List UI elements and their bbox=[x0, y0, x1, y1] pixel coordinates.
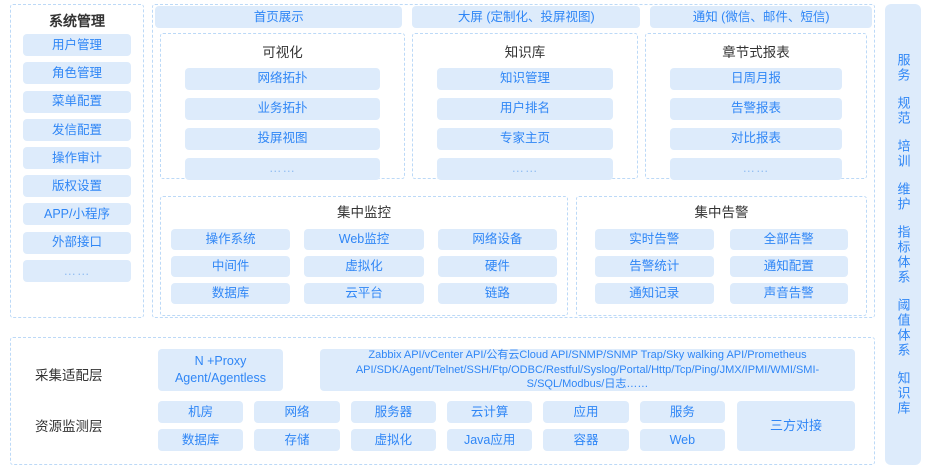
resource-item-virtualization[interactable]: 虚拟化 bbox=[350, 429, 436, 451]
monitoring-item-network-devices[interactable]: 网络设备 bbox=[437, 228, 557, 250]
panel-centralized-monitoring: 集中监控 操作系统 Web监控 网络设备 中间件 虚拟化 硬件 数据库 云平台 … bbox=[160, 196, 568, 316]
monitoring-item-hardware[interactable]: 硬件 bbox=[437, 255, 557, 277]
panel-knowledge-base-item-more[interactable]: …… bbox=[437, 157, 613, 180]
resource-item-cloud-computing[interactable]: 云计算 bbox=[447, 401, 533, 423]
sidebar-item-copyright-settings[interactable]: 版权设置 bbox=[23, 175, 131, 198]
sidebar-item-operation-audit[interactable]: 操作审计 bbox=[23, 146, 131, 169]
panel-knowledge-base: 知识库 知识管理 用户排名 专家主页 …… bbox=[412, 33, 638, 180]
panel-chapter-reports-item-more[interactable]: …… bbox=[670, 157, 842, 180]
monitoring-item-link[interactable]: 链路 bbox=[437, 282, 557, 304]
collect-layer-proxy-line1: N +Proxy bbox=[194, 354, 247, 369]
panel-knowledge-base-item-user-ranking[interactable]: 用户排名 bbox=[437, 97, 613, 120]
panel-chapter-reports-item-daily-weekly-monthly[interactable]: 日周月报 bbox=[670, 67, 842, 90]
panel-visualization-item-business-topology[interactable]: 业务拓扑 bbox=[185, 97, 380, 120]
resource-item-web[interactable]: Web bbox=[639, 429, 725, 451]
monitoring-item-operating-system[interactable]: 操作系统 bbox=[171, 228, 291, 250]
collect-layer-proxy-line2: Agent/Agentless bbox=[174, 371, 267, 385]
monitoring-item-grid: 操作系统 Web监控 网络设备 中间件 虚拟化 硬件 数据库 云平台 链路 bbox=[171, 228, 557, 304]
resource-item-data-center[interactable]: 机房 bbox=[158, 401, 244, 423]
top-navigation-row: 首页展示 大屏 (定制化、投屏视图) 通知 (微信、邮件、短信) bbox=[155, 6, 872, 28]
resource-item-storage[interactable]: 存储 bbox=[254, 429, 340, 451]
panel-chapter-reports: 章节式报表 日周月报 告警报表 对比报表 …… bbox=[645, 33, 867, 180]
monitoring-item-virtualization[interactable]: 虚拟化 bbox=[304, 255, 424, 277]
bottom-section-container bbox=[10, 337, 875, 465]
panel-knowledge-base-title: 知识库 bbox=[504, 45, 546, 60]
resource-item-application[interactable]: 应用 bbox=[543, 401, 629, 423]
collect-layer-protocol-list[interactable]: Zabbix API/vCenter API/公有云Cloud API/SNMP… bbox=[320, 349, 855, 391]
alarm-item-grid: 实时告警 全部告警 告警统计 通知配置 通知记录 声音告警 bbox=[595, 228, 848, 304]
monitoring-item-web-monitoring[interactable]: Web监控 bbox=[304, 228, 424, 250]
nav-item-big-screen[interactable]: 大屏 (定制化、投屏视图) bbox=[412, 6, 641, 28]
panel-visualization-item-more[interactable]: …… bbox=[185, 157, 380, 180]
alarm-item-sound-alarm[interactable]: 声音告警 bbox=[729, 282, 848, 304]
rightbar-item-training[interactable]: 培训 bbox=[895, 139, 911, 169]
alarm-item-notification-records[interactable]: 通知记录 bbox=[595, 282, 714, 304]
panel-chapter-reports-item-comparison-report[interactable]: 对比报表 bbox=[670, 127, 842, 150]
panel-visualization: 可视化 网络拓扑 业务拓扑 投屏视图 …… bbox=[160, 33, 405, 180]
sidebar-title: 系统管理 bbox=[49, 13, 105, 29]
alarm-item-all-alarms[interactable]: 全部告警 bbox=[729, 228, 848, 250]
resource-item-server[interactable]: 服务器 bbox=[350, 401, 436, 423]
panel-centralized-alarm-title: 集中告警 bbox=[694, 205, 749, 220]
resource-layer-grid: 机房 网络 服务器 云计算 应用 服务 数据库 存储 虚拟化 Java应用 容器… bbox=[158, 401, 725, 451]
sidebar-item-role-management[interactable]: 角色管理 bbox=[23, 62, 131, 85]
third-party-integration[interactable]: 三方对接 bbox=[737, 401, 855, 451]
panel-chapter-reports-title: 章节式报表 bbox=[722, 45, 790, 60]
upper-section-container bbox=[152, 4, 875, 318]
rightbar-item-threshold-system[interactable]: 阈值体系 bbox=[895, 298, 911, 358]
nav-item-home-display[interactable]: 首页展示 bbox=[155, 6, 403, 28]
resource-item-service[interactable]: 服务 bbox=[639, 401, 725, 423]
resource-layer-label: 资源监测层 bbox=[35, 419, 103, 434]
sidebar-item-external-interface[interactable]: 外部接口 bbox=[23, 231, 131, 254]
sidebar-item-app-miniprogram[interactable]: APP/小程序 bbox=[23, 203, 131, 226]
rightbar-item-service[interactable]: 服务 bbox=[895, 53, 911, 83]
resource-item-container[interactable]: 容器 bbox=[543, 429, 629, 451]
resource-item-network[interactable]: 网络 bbox=[254, 401, 340, 423]
resource-item-database[interactable]: 数据库 bbox=[158, 429, 244, 451]
alarm-item-realtime-alarm[interactable]: 实时告警 bbox=[595, 228, 714, 250]
panel-visualization-item-screencast-view[interactable]: 投屏视图 bbox=[185, 127, 380, 150]
monitoring-item-database[interactable]: 数据库 bbox=[171, 282, 291, 304]
sidebar-system-management: 系统管理 用户管理 角色管理 菜单配置 发信配置 操作审计 版权设置 APP/小… bbox=[10, 4, 144, 318]
collect-layer-proxy-agent[interactable]: N +Proxy Agent/Agentless bbox=[158, 349, 283, 391]
sidebar-item-mail-config[interactable]: 发信配置 bbox=[23, 118, 131, 141]
sidebar-item-menu-config[interactable]: 菜单配置 bbox=[23, 90, 131, 113]
panel-knowledge-base-item-knowledge-management[interactable]: 知识管理 bbox=[437, 67, 613, 90]
rightbar-item-knowledge-base[interactable]: 知识库 bbox=[895, 371, 911, 416]
panel-visualization-item-network-topology[interactable]: 网络拓扑 bbox=[185, 67, 380, 90]
sidebar-item-more[interactable]: …… bbox=[23, 259, 131, 282]
sidebar-item-user-management[interactable]: 用户管理 bbox=[23, 34, 131, 57]
panel-centralized-alarm: 集中告警 实时告警 全部告警 告警统计 通知配置 通知记录 声音告警 bbox=[576, 196, 867, 316]
alarm-item-notification-config[interactable]: 通知配置 bbox=[729, 255, 848, 277]
monitoring-item-middleware[interactable]: 中间件 bbox=[171, 255, 291, 277]
rightbar-item-standards[interactable]: 规范 bbox=[895, 96, 911, 126]
panel-visualization-title: 可视化 bbox=[262, 45, 303, 60]
alarm-item-alarm-statistics[interactable]: 告警统计 bbox=[595, 255, 714, 277]
monitoring-item-cloud-platform[interactable]: 云平台 bbox=[304, 282, 424, 304]
rightbar-item-maintenance[interactable]: 维护 bbox=[895, 182, 911, 212]
nav-item-notification[interactable]: 通知 (微信、邮件、短信) bbox=[650, 6, 872, 28]
panel-centralized-monitoring-title: 集中监控 bbox=[337, 205, 391, 220]
resource-item-java-application[interactable]: Java应用 bbox=[447, 429, 533, 451]
panel-knowledge-base-item-expert-homepage[interactable]: 专家主页 bbox=[437, 127, 613, 150]
panel-chapter-reports-item-alarm-report[interactable]: 告警报表 bbox=[670, 97, 842, 120]
rightbar-item-metric-system[interactable]: 指标体系 bbox=[895, 225, 911, 285]
right-vertical-bar: 服务 规范 培训 维护 指标体系 阈值体系 知识库 bbox=[885, 4, 921, 465]
collect-layer-label: 采集适配层 bbox=[35, 368, 103, 383]
